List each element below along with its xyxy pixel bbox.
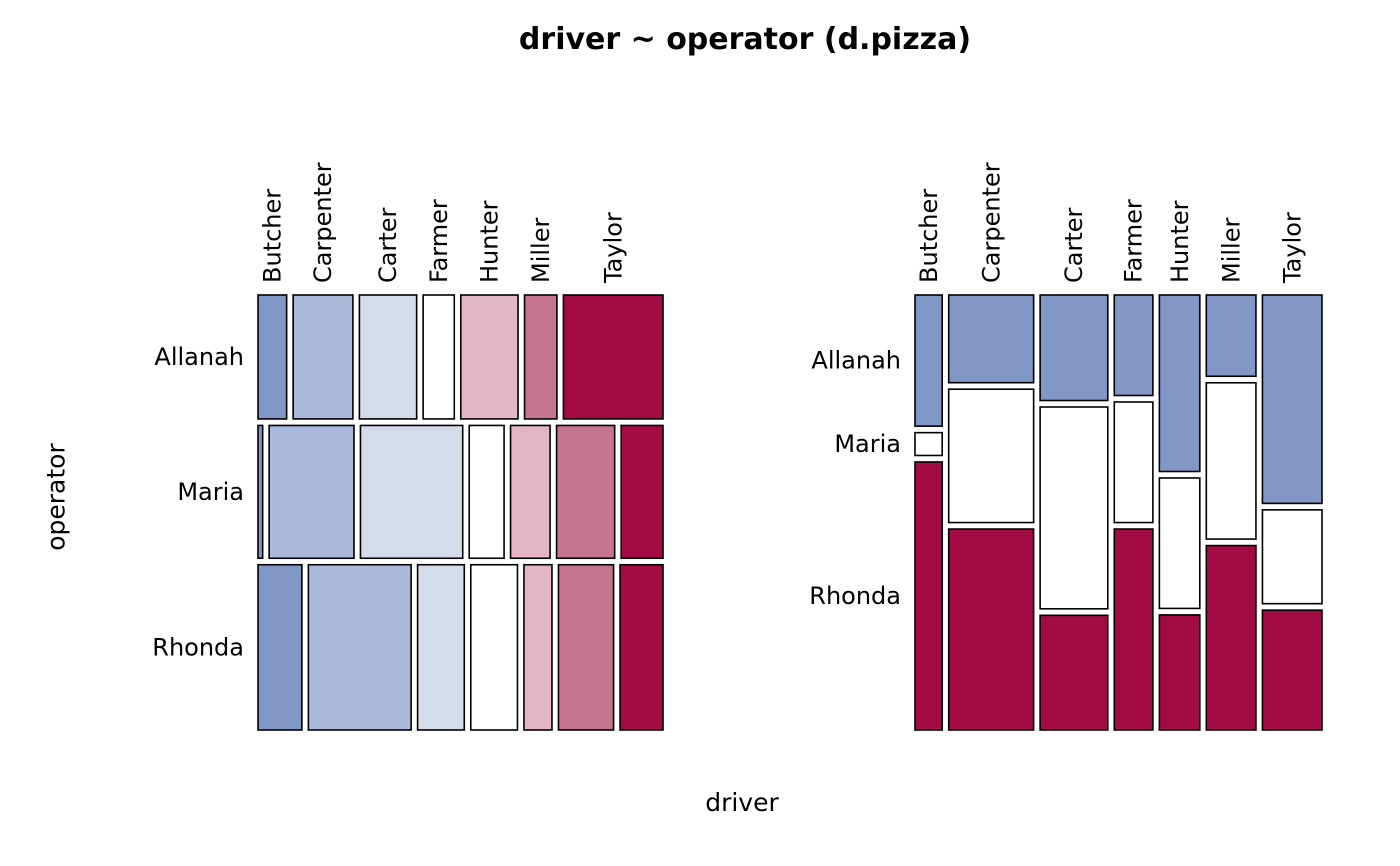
- mosaic-cell-right-Maria-Taylor: [1261, 509, 1323, 605]
- mosaic-cell-left-Maria-Carter: [359, 424, 464, 560]
- driver-tick-label: Carter: [374, 207, 402, 283]
- mosaic-cell-right-Maria-Carter: [1039, 406, 1109, 610]
- x-axis-label: driver: [705, 788, 779, 817]
- operator-tick-label: Allanah: [811, 347, 901, 375]
- mosaic-cell-left-Allanah-Taylor: [562, 294, 664, 420]
- driver-tick-label: Carpenter: [977, 162, 1005, 283]
- driver-tick-label: Miller: [1217, 218, 1245, 283]
- mosaic-cell-left-Maria-Butcher: [257, 424, 264, 560]
- mosaic-cell-right-Allanah-Farmer: [1113, 294, 1154, 397]
- operator-tick-label: Rhonda: [809, 582, 901, 610]
- driver-tick-label: Butcher: [258, 189, 286, 283]
- mosaic-cell-left-Allanah-Hunter: [459, 294, 519, 420]
- mosaic-cell-right-Allanah-Hunter: [1158, 294, 1201, 473]
- mosaic-cell-right-Allanah-Carter: [1039, 294, 1109, 402]
- driver-tick-label: Farmer: [1120, 199, 1148, 283]
- mosaic-cell-right-Maria-Butcher: [914, 431, 944, 457]
- mosaic-cell-left-Allanah-Carter: [358, 294, 418, 420]
- mosaic-cell-left-Rhonda-Carter: [416, 563, 466, 731]
- operator-tick-label: Maria: [834, 430, 901, 458]
- mosaic-cell-left-Allanah-Farmer: [422, 294, 456, 420]
- mosaic-cell-right-Allanah-Butcher: [914, 294, 944, 427]
- mosaic-cell-left-Rhonda-Taylor: [619, 563, 664, 731]
- operator-tick-label: Rhonda: [152, 634, 244, 662]
- driver-tick-label: Taylor: [1278, 212, 1306, 284]
- driver-tick-label: Miller: [527, 218, 555, 283]
- mosaic-cell-left-Rhonda-Carpenter: [307, 563, 412, 731]
- mosaic-cell-left-Maria-Miller: [555, 424, 616, 560]
- driver-tick-label: Carpenter: [309, 162, 337, 283]
- driver-tick-label: Hunter: [476, 200, 504, 283]
- mosaic-cell-left-Rhonda-Butcher: [257, 563, 303, 731]
- mosaic-cell-left-Rhonda-Farmer: [469, 563, 519, 731]
- operator-tick-label: Allanah: [154, 343, 244, 371]
- mosaic-cell-right-Maria-Farmer: [1113, 401, 1154, 524]
- mosaic-cell-left-Allanah-Butcher: [257, 294, 288, 420]
- mosaic-cell-left-Maria-Taylor: [620, 424, 664, 560]
- mosaic-cell-left-Maria-Farmer: [468, 424, 505, 560]
- mosaic-cell-right-Allanah-Taylor: [1261, 294, 1323, 505]
- mosaic-cell-left-Allanah-Miller: [523, 294, 558, 420]
- mosaic-cell-left-Maria-Hunter: [509, 424, 551, 560]
- mosaic-cell-left-Allanah-Carpenter: [292, 294, 354, 420]
- mosaic-cell-right-Allanah-Miller: [1205, 294, 1257, 378]
- mosaic-cell-left-Maria-Carpenter: [268, 424, 355, 560]
- mosaic-cell-right-Rhonda-Carpenter: [947, 528, 1035, 731]
- operator-tick-label: Maria: [177, 478, 244, 506]
- driver-tick-label: Carter: [1060, 207, 1088, 283]
- chart-title: driver ~ operator (d.pizza): [518, 22, 972, 57]
- mosaic-cell-right-Maria-Carpenter: [947, 388, 1035, 524]
- mosaic-cell-left-Rhonda-Miller: [557, 563, 615, 731]
- mosaic-cell-right-Rhonda-Carter: [1039, 614, 1109, 731]
- mosaic-cell-left-Rhonda-Hunter: [523, 563, 553, 731]
- mosaic-cell-right-Allanah-Carpenter: [947, 294, 1035, 384]
- mosaic-cell-right-Rhonda-Miller: [1205, 544, 1257, 731]
- mosaic-cell-right-Maria-Miller: [1205, 381, 1257, 540]
- mosaic-cell-right-Rhonda-Taylor: [1261, 609, 1323, 731]
- mosaic-cell-right-Rhonda-Butcher: [914, 461, 944, 731]
- mosaic-cell-right-Maria-Hunter: [1158, 477, 1201, 610]
- driver-tick-label: Hunter: [1166, 200, 1194, 283]
- mosaic-cell-right-Rhonda-Farmer: [1113, 528, 1154, 731]
- driver-tick-label: Taylor: [599, 212, 627, 284]
- driver-tick-label: Farmer: [425, 199, 453, 283]
- mosaic-cell-right-Rhonda-Hunter: [1158, 614, 1201, 731]
- driver-tick-label: Butcher: [915, 189, 943, 283]
